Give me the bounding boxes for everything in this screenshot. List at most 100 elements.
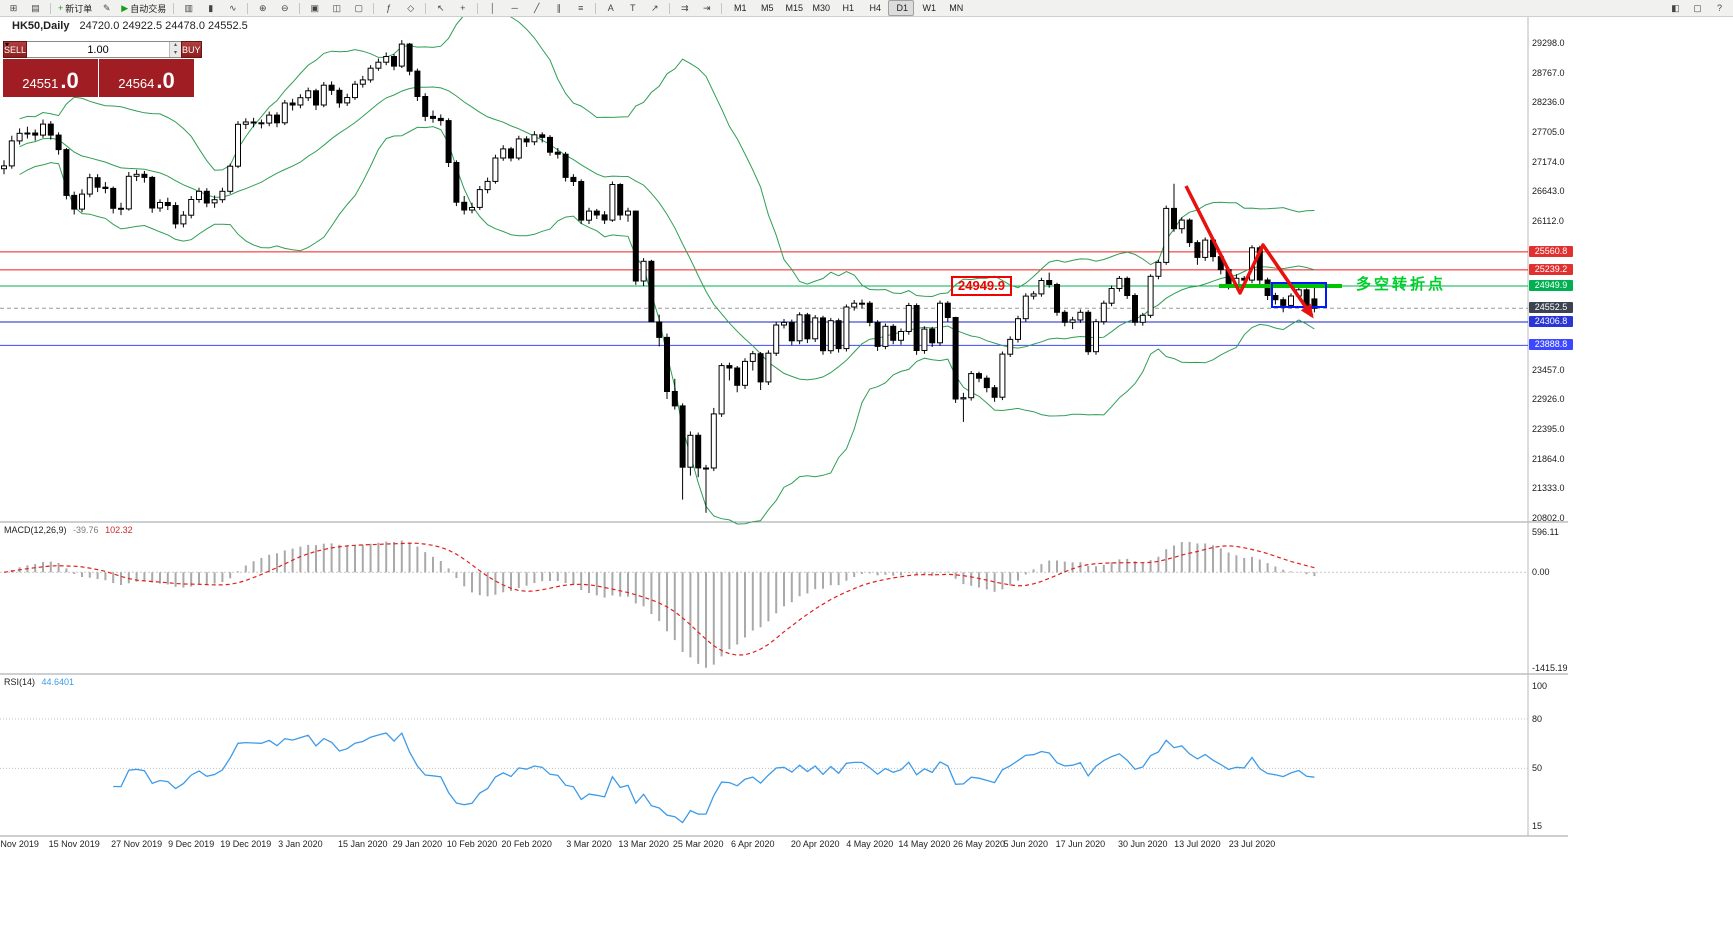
symbol-period-label: HK50,Daily <box>12 20 70 32</box>
objects-list-icon: ◇ <box>407 2 415 13</box>
objects-list-button[interactable]: ◇ <box>400 0 421 16</box>
trendline-button[interactable]: ╱ <box>526 0 547 16</box>
zoom-in-button[interactable]: ⊕ <box>252 0 273 16</box>
line-chart-icon: ∿ <box>228 2 237 13</box>
cursor-icon: ↖ <box>436 2 445 13</box>
metaeditor-button[interactable]: ✎ <box>96 0 117 16</box>
help-icon: ? <box>1716 2 1722 13</box>
rsi-value: 44.6401 <box>41 677 75 687</box>
tf-mn-button[interactable]: MN <box>942 0 968 16</box>
zoom-out-button[interactable]: ⊖ <box>274 0 295 16</box>
cursor-button[interactable]: ↖ <box>430 0 451 16</box>
main-toolbar: ⊞ ▤ + 新订单 ✎ ▶ 自动交易 ▥ ▮ ∿ ⊕ ⊖ ▣ ◫ ▢ ƒ ◇ ↖ + │ ─ ╱ ∥ ≡ A T ↗ ⇉ ⇥ M1 M5 M1… <box>0 0 1733 17</box>
macd-signal-value: 102.32 <box>105 525 133 535</box>
new-chart-icon: ⊞ <box>9 2 18 13</box>
rsi-indicator-label: RSI(14) 44.6401 <box>4 677 74 687</box>
toolbar-separator <box>477 2 479 14</box>
tf-m5-button[interactable]: M5 <box>753 0 779 16</box>
bar-chart-button[interactable]: ▥ <box>178 0 199 16</box>
fibonacci-button[interactable]: ≡ <box>570 0 591 16</box>
consolidation-highlight-rect <box>1271 282 1327 308</box>
tf-h4-button[interactable]: H4 <box>861 0 887 16</box>
tf-w1-button[interactable]: W1 <box>915 0 941 16</box>
tf-mn-label: MN <box>949 3 964 13</box>
crosshair-icon: + <box>460 2 466 13</box>
dock-icon: ◧ <box>1671 2 1680 13</box>
vertical-line-button[interactable]: │ <box>482 0 503 16</box>
equidistant-channel-button[interactable]: ∥ <box>548 0 569 16</box>
profiles-button[interactable]: ▤ <box>25 0 46 16</box>
buy-button[interactable]: BUY <box>181 41 202 58</box>
dock-button[interactable]: ◧ <box>1665 0 1686 16</box>
text-button[interactable]: A <box>600 0 621 16</box>
toolbar-separator <box>669 2 671 14</box>
toolbar-separator <box>50 2 51 14</box>
new-window-icon: ▢ <box>1693 2 1702 13</box>
ohlc-values: 24720.0 24922.5 24478.0 24552.5 <box>79 20 248 32</box>
tf-d1-button[interactable]: D1 <box>888 0 915 16</box>
indicators-button[interactable]: ƒ <box>378 0 399 16</box>
tile-windows-icon: ▣ <box>310 2 319 13</box>
cascade-windows-button[interactable]: ◫ <box>326 0 347 16</box>
collapse-trade-widget-icon[interactable]: ▾ <box>5 40 10 49</box>
new-order-label: 新订单 <box>65 3 93 14</box>
autotrading-label: 自动交易 <box>130 3 167 14</box>
tf-h1-label: H1 <box>842 3 854 13</box>
candlestick-chart-icon: ▮ <box>208 2 214 13</box>
buy-price-pips: .0 <box>156 68 175 93</box>
trendline-icon: ╱ <box>534 2 540 13</box>
zoom-in-icon: ⊕ <box>258 2 267 13</box>
new-order-button[interactable]: + 新订单 <box>55 0 95 16</box>
tf-m1-button[interactable]: M1 <box>726 0 752 16</box>
autoscroll-button[interactable]: ⇉ <box>674 0 695 16</box>
sell-button[interactable]: SELL <box>3 41 28 58</box>
sell-price-main: 24551 <box>22 76 59 91</box>
tf-w1-label: W1 <box>922 3 936 13</box>
turning-point-annotation: 多空转折点 <box>1356 276 1447 293</box>
chart-shift-button[interactable]: ⇥ <box>696 0 717 16</box>
new-order-icon: + <box>58 2 64 13</box>
chart-title: HK50,Daily 24720.0 24922.5 24478.0 24552… <box>12 20 248 32</box>
arrange-windows-icon: ▢ <box>354 2 363 13</box>
bollinger-bands <box>19 7 1315 525</box>
volume-field[interactable]: ▴ ▾ <box>27 41 182 58</box>
tf-m15-button[interactable]: M15 <box>780 0 806 16</box>
tf-m15-label: M15 <box>785 3 803 13</box>
volume-input[interactable] <box>27 42 170 57</box>
tf-m1-label: M1 <box>733 3 747 13</box>
new-chart-button[interactable]: ⊞ <box>3 0 24 16</box>
zoom-out-icon: ⊖ <box>280 2 289 13</box>
macd-name: MACD(12,26,9) <box>4 525 67 535</box>
chart-shift-icon: ⇥ <box>702 2 711 13</box>
toolbar-separator <box>721 2 723 14</box>
tf-m30-button[interactable]: M30 <box>807 0 833 16</box>
tf-h1-button[interactable]: H1 <box>834 0 860 16</box>
candlestick-chart-button[interactable]: ▮ <box>200 0 221 16</box>
sell-price-pips: .0 <box>60 68 79 93</box>
equidistant-channel-icon: ∥ <box>556 2 561 13</box>
sell-price-button[interactable]: 24551 .0 <box>3 59 98 97</box>
buy-price-main: 24564 <box>118 76 155 91</box>
toolbar-separator <box>595 2 597 14</box>
autotrading-icon: ▶ <box>121 2 129 13</box>
indicators-icon: ƒ <box>386 2 392 13</box>
help-button[interactable]: ? <box>1709 0 1730 16</box>
volume-down-button[interactable]: ▾ <box>170 49 182 57</box>
arrow-tools-button[interactable]: ↗ <box>644 0 665 16</box>
arrange-windows-button[interactable]: ▢ <box>348 0 369 16</box>
toolbar-separator <box>373 2 375 14</box>
autotrading-button[interactable]: ▶ 自动交易 <box>118 0 169 16</box>
profiles-icon: ▤ <box>31 2 40 13</box>
horizontal-line-button[interactable]: ─ <box>504 0 525 16</box>
text-icon: A <box>607 2 614 13</box>
new-window-button[interactable]: ▢ <box>1687 0 1708 16</box>
buy-price-button[interactable]: 24564 .0 <box>99 59 194 97</box>
line-chart-button[interactable]: ∿ <box>222 0 243 16</box>
volume-up-button[interactable]: ▴ <box>170 42 182 50</box>
price-level-annotation: 24949.9 <box>951 276 1012 296</box>
tf-m30-label: M30 <box>812 3 830 13</box>
text-label-button[interactable]: T <box>622 0 643 16</box>
tile-windows-button[interactable]: ▣ <box>304 0 325 16</box>
crosshair-button[interactable]: + <box>452 0 473 16</box>
